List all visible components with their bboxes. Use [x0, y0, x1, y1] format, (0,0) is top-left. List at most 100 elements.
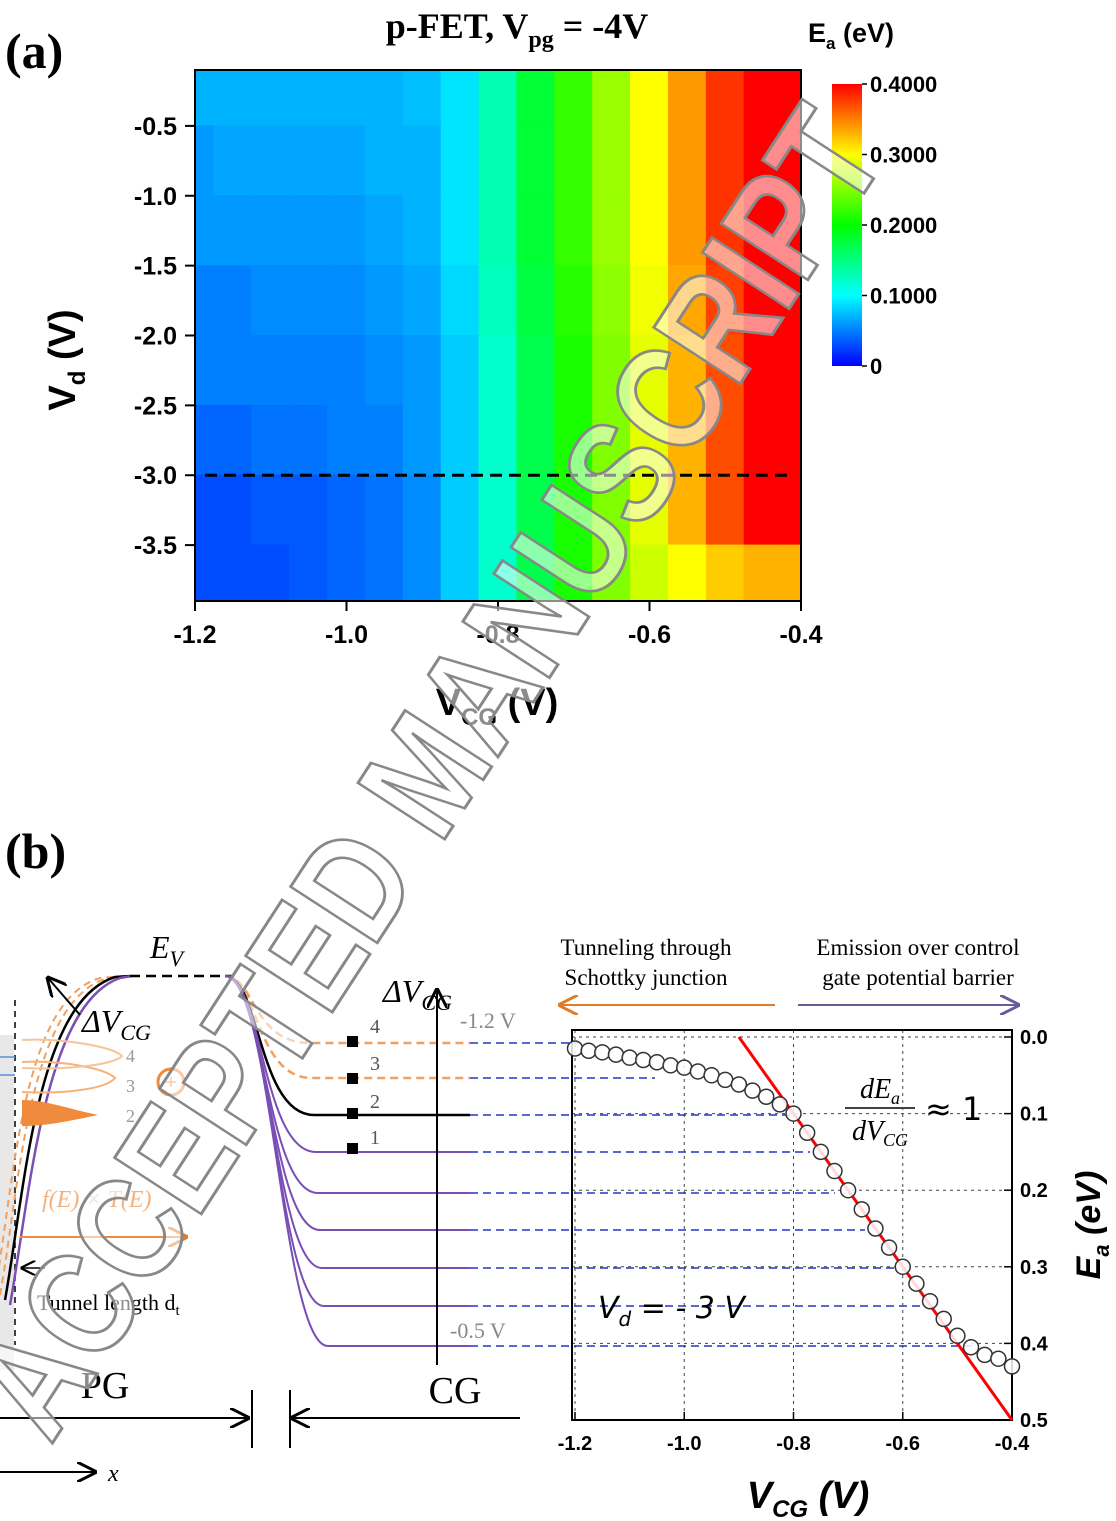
y-axis-label: Ea (eV): [1070, 1171, 1114, 1280]
heatmap-cell: [705, 70, 745, 127]
valence-band-label: EV: [149, 929, 186, 971]
heatmap-cell: [516, 474, 556, 546]
heatmap-cell: [364, 125, 404, 197]
data-point: [594, 1044, 611, 1061]
heatmap-cell: [364, 70, 404, 127]
colorbar-title-main: E: [808, 18, 826, 48]
y-tick-label: -0.5: [134, 113, 177, 141]
level-label: 3: [370, 1053, 380, 1075]
heatmap-cell: [554, 70, 594, 127]
heatmap-cell: [213, 404, 253, 476]
heatmap-cell: [251, 404, 291, 476]
level-marker: [347, 1036, 358, 1047]
heatmap-cell: [554, 125, 594, 197]
hole-sign: [166, 1077, 176, 1087]
hole: [156, 1067, 186, 1097]
data-point: [580, 1042, 597, 1060]
heatmap-cell: [781, 70, 801, 127]
level-marker: [347, 1143, 358, 1154]
annotation-main: dE: [860, 1074, 891, 1105]
heatmap-cell: [478, 195, 518, 267]
level-label: 4: [126, 1046, 135, 1066]
heatmap-cell: [327, 125, 366, 197]
data-point: [689, 1063, 707, 1080]
heatmap-cell: [667, 544, 707, 601]
y-tick-label: -2.5: [134, 392, 177, 420]
x-axis-label: x: [107, 1461, 119, 1487]
y-tick-label: -1.0: [134, 183, 177, 211]
data-point: [921, 1293, 939, 1310]
heatmap-cell: [327, 195, 366, 267]
heatmap-cell: [478, 70, 518, 127]
label-sub: CG: [421, 990, 452, 1015]
heatmap-cell: [705, 474, 745, 546]
data-point: [962, 1338, 980, 1356]
heatmap-cell: [364, 474, 404, 546]
y-axis-label-main: E: [1070, 1255, 1108, 1279]
tunnel-length-label: Tunnel length dt: [37, 1290, 181, 1319]
heatmap-cell: [213, 125, 253, 197]
data-point: [716, 1071, 734, 1089]
heatmap-cell: [592, 70, 632, 127]
x-axis-label-main: V: [747, 1475, 775, 1517]
data-point: [730, 1076, 748, 1093]
heatmap-cell: [478, 265, 518, 337]
heatmap-cell: [251, 125, 291, 197]
heatmap-cell: [440, 70, 480, 127]
panel-label: (b): [5, 823, 66, 879]
heatmap-cell: [402, 125, 442, 197]
data-point: [648, 1054, 666, 1071]
data-point: [757, 1088, 775, 1105]
heatmap-cell: [213, 195, 253, 267]
data-point: [676, 1059, 693, 1076]
annotation: ≈ 1: [925, 1090, 982, 1128]
heatmap-cell: [781, 265, 801, 337]
heatmap-cell: [705, 544, 745, 601]
chart-title-rest: = -4V: [554, 6, 649, 46]
heatmap-cell: [402, 544, 442, 601]
heatmap-cell: [592, 474, 632, 546]
heatmap-cell: [251, 195, 291, 267]
y-axis-label-main: V: [42, 385, 84, 411]
heatmap-cell: [327, 404, 366, 476]
heatmap-cell: [402, 195, 442, 267]
annotation-sub: d: [619, 1307, 632, 1331]
annotation: Tunneling through: [560, 935, 732, 960]
heatmap-cell: [402, 474, 442, 546]
x-tick-label: -0.6: [886, 1433, 920, 1455]
heatmap-cell: [289, 125, 329, 197]
heatmap-cell: [364, 195, 404, 267]
heatmap-cell: [327, 265, 366, 337]
annotation-sub: CG: [883, 1130, 908, 1150]
annotation-sub: a: [891, 1088, 900, 1108]
heatmap-cell: [251, 544, 291, 601]
heatmap-cell: [516, 265, 556, 337]
colorbar-title-sub: a: [826, 34, 836, 53]
data-point: [635, 1051, 652, 1069]
label-sub: t: [176, 1303, 181, 1319]
heatmap-cell: [478, 125, 518, 197]
distribution: [22, 1100, 98, 1126]
heatmap-cell: [327, 474, 366, 546]
heatmap-cell: [213, 335, 253, 406]
data-point: [839, 1181, 857, 1199]
band-curve: [0, 975, 129, 1296]
y-tick-label: -3.0: [134, 462, 177, 490]
heatmap-cell: [667, 335, 707, 406]
colorbar: [832, 84, 862, 366]
heatmap-cell: [289, 474, 329, 546]
heatmap-cell: [478, 404, 518, 476]
region-label: PG: [81, 1365, 130, 1407]
heatmap-cell: [781, 335, 801, 406]
band-curve: [224, 974, 470, 1045]
heatmap-cell: [440, 474, 480, 546]
heatmap-cell: [213, 544, 253, 601]
band-diagram: [0, 976, 1018, 1472]
heatmap-cell: [667, 70, 707, 127]
y-tick-label: 0.2: [1020, 1180, 1048, 1202]
level-label: 1: [370, 1127, 380, 1149]
x-axis-label: VCG (V): [436, 682, 559, 731]
cg-bottom-label: -0.5 V: [450, 1318, 506, 1343]
band-curve: [224, 974, 470, 1080]
data-point: [744, 1082, 761, 1099]
